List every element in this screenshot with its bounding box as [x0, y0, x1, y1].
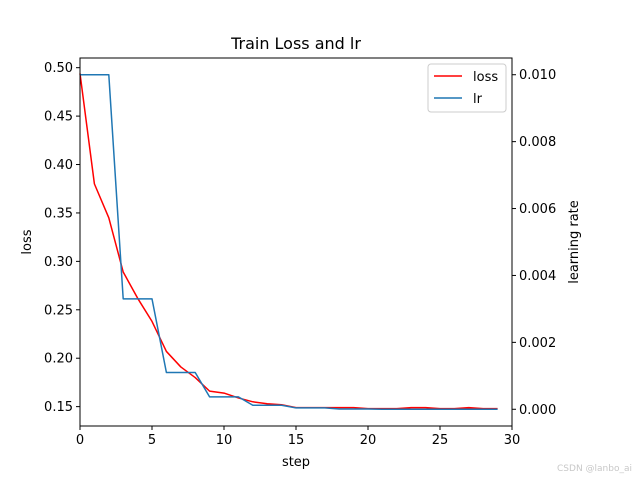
chart-title: Train Loss and lr — [230, 34, 361, 53]
y2-tick-label: 0.010 — [519, 68, 556, 83]
plot-frame — [79, 57, 513, 427]
x-tick-label: 20 — [360, 433, 377, 448]
y2-tick-label: 0.008 — [519, 135, 556, 150]
y2-axis-label: learning rate — [567, 200, 582, 284]
legend: loss lr — [427, 63, 507, 113]
series-line-loss — [79, 73, 498, 410]
legend-label-lr: lr — [473, 92, 483, 107]
y-tick-label: 0.40 — [44, 158, 73, 173]
y-tick-label: 0.45 — [44, 110, 73, 125]
y2-tick-label: 0.000 — [519, 403, 556, 418]
x-tick-label: 10 — [216, 433, 233, 448]
watermark: CSDN @lanbo_ai — [557, 464, 632, 474]
y2-tick-label: 0.002 — [519, 336, 556, 351]
x-axis: 0 5 10 15 20 25 30 — [76, 426, 520, 448]
legend-label-loss: loss — [473, 70, 498, 85]
x-tick-label: 15 — [288, 433, 305, 448]
y-tick-label: 0.20 — [44, 352, 73, 367]
y-axis-right: 0.000 0.002 0.004 0.006 0.008 0.010 — [512, 68, 556, 418]
y2-tick-label: 0.006 — [519, 202, 556, 217]
x-tick-label: 30 — [504, 433, 521, 448]
x-axis-label: step — [282, 455, 310, 470]
y-tick-label: 0.50 — [44, 61, 73, 76]
y-axis-label: loss — [20, 229, 35, 254]
x-tick-label: 5 — [148, 433, 156, 448]
x-tick-label: 0 — [76, 433, 84, 448]
y-tick-label: 0.15 — [44, 400, 73, 415]
y-tick-label: 0.30 — [44, 255, 73, 270]
y-tick-label: 0.35 — [44, 206, 73, 221]
x-tick-label: 25 — [432, 433, 449, 448]
series-layer — [79, 73, 498, 411]
y-tick-label: 0.25 — [44, 303, 73, 318]
y-axis-left: 0.15 0.20 0.25 0.30 0.35 0.40 0.45 0.50 — [44, 61, 80, 415]
y2-tick-label: 0.004 — [519, 269, 556, 284]
series-line-lr — [80, 73, 498, 411]
